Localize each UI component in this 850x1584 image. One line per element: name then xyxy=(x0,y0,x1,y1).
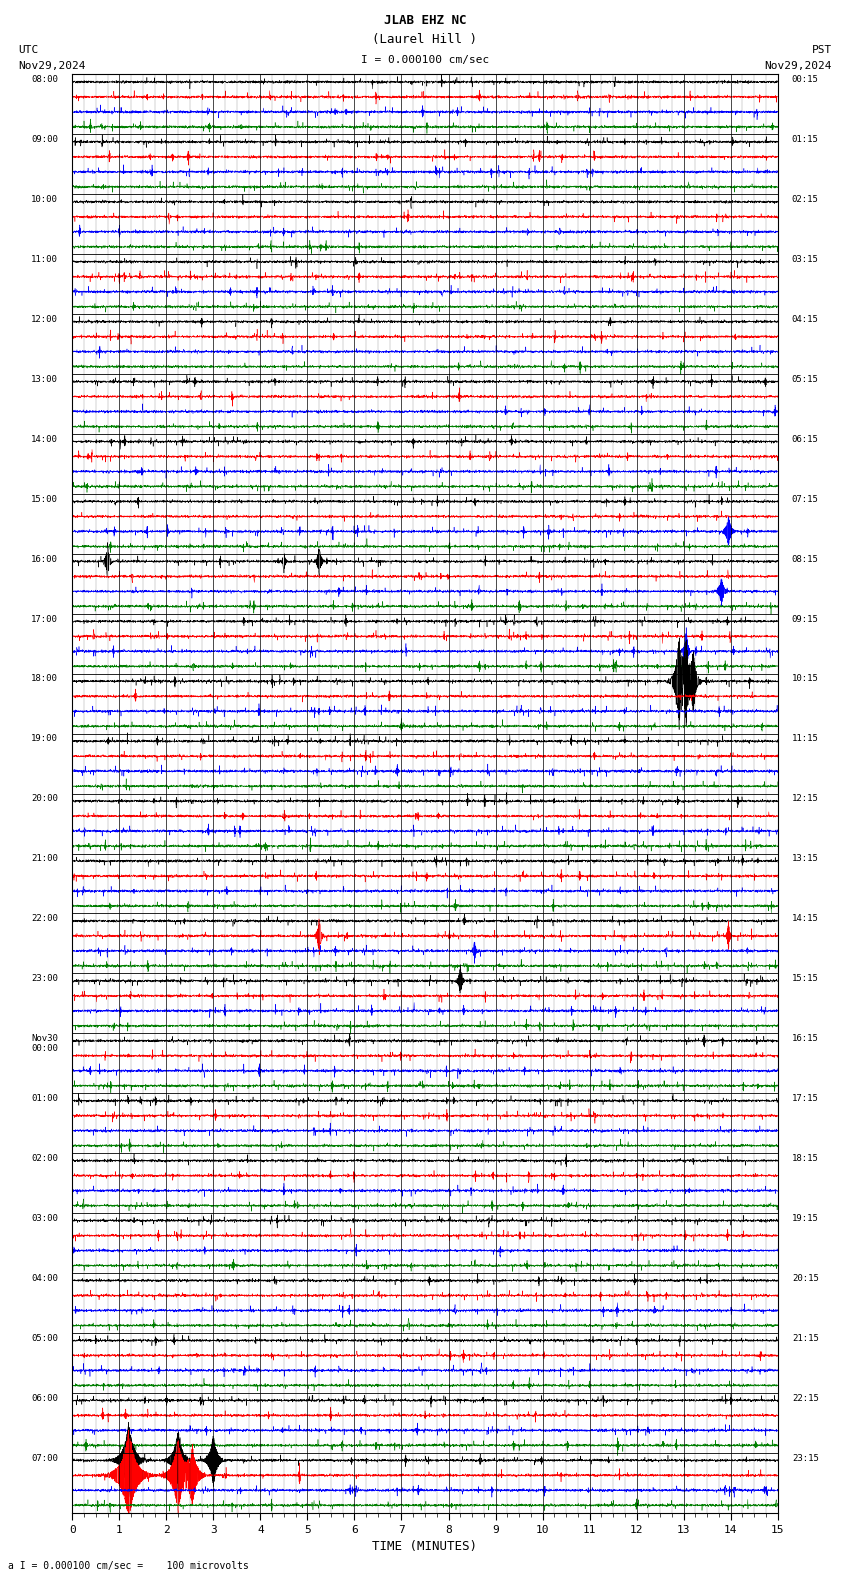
Text: 19:15: 19:15 xyxy=(792,1213,819,1223)
Text: 19:00: 19:00 xyxy=(31,735,58,743)
Text: JLAB EHZ NC: JLAB EHZ NC xyxy=(383,14,467,27)
Text: 10:00: 10:00 xyxy=(31,195,58,204)
Text: 09:15: 09:15 xyxy=(792,615,819,624)
Text: 01:00: 01:00 xyxy=(31,1095,58,1102)
Text: 05:15: 05:15 xyxy=(792,375,819,383)
Text: 12:15: 12:15 xyxy=(792,794,819,803)
Text: 17:00: 17:00 xyxy=(31,615,58,624)
Text: 15:00: 15:00 xyxy=(31,494,58,504)
Text: 04:15: 04:15 xyxy=(792,315,819,323)
Text: 18:15: 18:15 xyxy=(792,1153,819,1163)
Text: 01:15: 01:15 xyxy=(792,135,819,144)
Text: a I = 0.000100 cm/sec =    100 microvolts: a I = 0.000100 cm/sec = 100 microvolts xyxy=(8,1562,249,1571)
Text: 02:00: 02:00 xyxy=(31,1153,58,1163)
Text: 06:00: 06:00 xyxy=(31,1394,58,1402)
Text: 06:15: 06:15 xyxy=(792,434,819,444)
Text: Nov30
00:00: Nov30 00:00 xyxy=(31,1034,58,1053)
Text: 03:15: 03:15 xyxy=(792,255,819,265)
Text: PST: PST xyxy=(812,46,832,55)
Text: 23:00: 23:00 xyxy=(31,974,58,984)
Text: 14:15: 14:15 xyxy=(792,914,819,923)
Text: 15:15: 15:15 xyxy=(792,974,819,984)
Text: 13:15: 13:15 xyxy=(792,854,819,863)
Text: 08:15: 08:15 xyxy=(792,554,819,564)
Text: Nov29,2024: Nov29,2024 xyxy=(764,62,832,71)
Text: 22:00: 22:00 xyxy=(31,914,58,923)
Text: 09:00: 09:00 xyxy=(31,135,58,144)
X-axis label: TIME (MINUTES): TIME (MINUTES) xyxy=(372,1540,478,1552)
Text: 03:00: 03:00 xyxy=(31,1213,58,1223)
Text: 21:15: 21:15 xyxy=(792,1334,819,1343)
Text: Nov29,2024: Nov29,2024 xyxy=(18,62,86,71)
Text: 13:00: 13:00 xyxy=(31,375,58,383)
Text: (Laurel Hill ): (Laurel Hill ) xyxy=(372,33,478,46)
Text: 21:00: 21:00 xyxy=(31,854,58,863)
Text: 10:15: 10:15 xyxy=(792,675,819,683)
Text: 07:00: 07:00 xyxy=(31,1454,58,1462)
Text: 04:00: 04:00 xyxy=(31,1274,58,1283)
Text: 16:00: 16:00 xyxy=(31,554,58,564)
Text: 02:15: 02:15 xyxy=(792,195,819,204)
Text: 11:00: 11:00 xyxy=(31,255,58,265)
Text: 07:15: 07:15 xyxy=(792,494,819,504)
Text: 00:15: 00:15 xyxy=(792,74,819,84)
Text: 05:00: 05:00 xyxy=(31,1334,58,1343)
Text: 08:00: 08:00 xyxy=(31,74,58,84)
Text: 22:15: 22:15 xyxy=(792,1394,819,1402)
Text: 17:15: 17:15 xyxy=(792,1095,819,1102)
Text: 11:15: 11:15 xyxy=(792,735,819,743)
Text: I = 0.000100 cm/sec: I = 0.000100 cm/sec xyxy=(361,55,489,65)
Text: 20:15: 20:15 xyxy=(792,1274,819,1283)
Text: 18:00: 18:00 xyxy=(31,675,58,683)
Text: UTC: UTC xyxy=(18,46,38,55)
Text: 12:00: 12:00 xyxy=(31,315,58,323)
Text: 14:00: 14:00 xyxy=(31,434,58,444)
Text: 16:15: 16:15 xyxy=(792,1034,819,1042)
Text: 20:00: 20:00 xyxy=(31,794,58,803)
Text: 23:15: 23:15 xyxy=(792,1454,819,1462)
